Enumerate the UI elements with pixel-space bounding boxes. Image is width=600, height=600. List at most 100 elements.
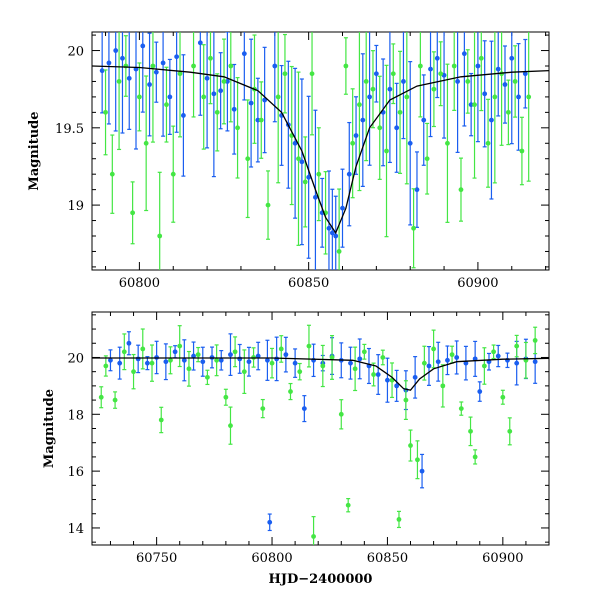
data-point-blue — [472, 340, 478, 377]
y-tick-label: 19 — [67, 199, 84, 214]
data-point-green — [228, 32, 234, 123]
data-point-green — [377, 75, 383, 180]
model-curve — [92, 357, 549, 391]
data-point-blue — [262, 46, 268, 154]
data-point-green — [208, 32, 213, 105]
data-point-blue — [311, 343, 316, 378]
data-point-blue — [486, 352, 492, 371]
data-point-blue — [191, 341, 196, 371]
data-point-green — [363, 32, 369, 162]
data-point-blue — [482, 40, 488, 148]
x-tick-label: 60850 — [367, 551, 408, 566]
data-point-blue — [274, 336, 280, 382]
data-point-blue — [211, 32, 217, 178]
data-point-blue — [353, 96, 359, 175]
data-point-blue — [329, 188, 335, 270]
data-point-blue — [373, 44, 379, 103]
data-point-blue — [292, 67, 298, 219]
data-point-green — [98, 386, 104, 409]
plot-frame — [91, 31, 550, 271]
data-point-blue — [340, 168, 345, 248]
data-point-blue — [516, 43, 521, 151]
data-point-green — [478, 32, 484, 112]
data-point-blue — [283, 336, 289, 373]
data-point-blue — [167, 58, 173, 135]
data-point-green — [168, 346, 173, 375]
data-point-green — [136, 62, 142, 132]
data-point-blue — [419, 453, 425, 489]
bottom-panel-light-curve: 60750 60800 60850 60900 14 16 18 20 Magnitude HJD… — [42, 311, 550, 587]
data-point-green — [130, 181, 136, 245]
data-point-green — [357, 32, 362, 192]
data-point-blue — [144, 356, 150, 371]
data-point-green — [404, 32, 410, 185]
data-point-green — [302, 136, 308, 228]
data-point-green — [472, 449, 478, 465]
data-point-blue — [421, 74, 427, 166]
data-point-blue — [445, 345, 450, 376]
data-point-blue — [463, 345, 469, 381]
data-point-green — [214, 344, 220, 377]
data-point-green — [275, 32, 281, 184]
data-point-green — [164, 66, 169, 143]
data-point-blue — [435, 341, 441, 382]
data-point-green — [403, 380, 409, 421]
data-point-green — [306, 324, 312, 368]
x-tick-label: 60900 — [482, 551, 523, 566]
data-point-green — [297, 362, 303, 381]
data-point-blue — [237, 343, 243, 374]
data-point-blue — [172, 345, 178, 359]
data-point-green — [523, 341, 529, 379]
data-point-green — [103, 355, 109, 377]
data-point-green — [492, 32, 498, 184]
data-point-blue — [414, 151, 420, 228]
data-point-blue — [126, 331, 132, 356]
data-point-green — [177, 325, 183, 368]
data-point-green — [512, 45, 518, 118]
data-point-blue — [106, 32, 112, 125]
data-point-green — [336, 188, 342, 270]
y-tick-label: 18 — [67, 408, 84, 423]
data-point-blue — [117, 346, 123, 380]
data-point-blue — [360, 53, 366, 187]
data-point-green — [389, 362, 395, 399]
data-point-blue — [461, 32, 467, 127]
data-point-green — [265, 170, 271, 240]
data-point-blue — [181, 339, 187, 382]
data-point-blue — [306, 95, 312, 259]
data-point-blue — [495, 344, 501, 368]
data-point-blue — [313, 109, 318, 270]
data-point-green — [440, 364, 446, 408]
data-point-green — [109, 134, 115, 214]
data-point-green — [468, 416, 473, 447]
data-point-green — [338, 399, 344, 430]
data-point-green — [288, 382, 293, 401]
data-point-blue — [292, 348, 298, 378]
data-point-blue — [428, 32, 433, 138]
data-point-blue — [434, 32, 440, 99]
x-tick-label: 60800 — [119, 276, 160, 291]
data-point-green — [150, 32, 156, 143]
data-point-green — [186, 350, 192, 387]
data-point-green — [221, 38, 227, 125]
data-point-green — [465, 49, 471, 114]
data-point-green — [260, 398, 266, 419]
data-point-blue — [299, 78, 305, 246]
data-point-blue — [407, 61, 413, 226]
data-point-green — [112, 391, 118, 409]
y-tick-label: 20 — [67, 351, 84, 366]
data-point-green — [343, 37, 349, 95]
data-point-green — [421, 345, 427, 381]
data-point-green — [396, 510, 402, 529]
data-point-green — [241, 349, 247, 395]
data-point-green — [195, 346, 201, 363]
data-point-blue — [140, 32, 146, 113]
data-point-blue — [267, 513, 273, 532]
data-point-green — [505, 79, 511, 146]
data-point-green — [311, 516, 316, 545]
data-point-green — [282, 33, 288, 114]
data-point-blue — [394, 82, 400, 173]
data-point-green — [431, 329, 436, 369]
model-curve — [92, 65, 549, 235]
data-point-blue — [333, 195, 339, 270]
